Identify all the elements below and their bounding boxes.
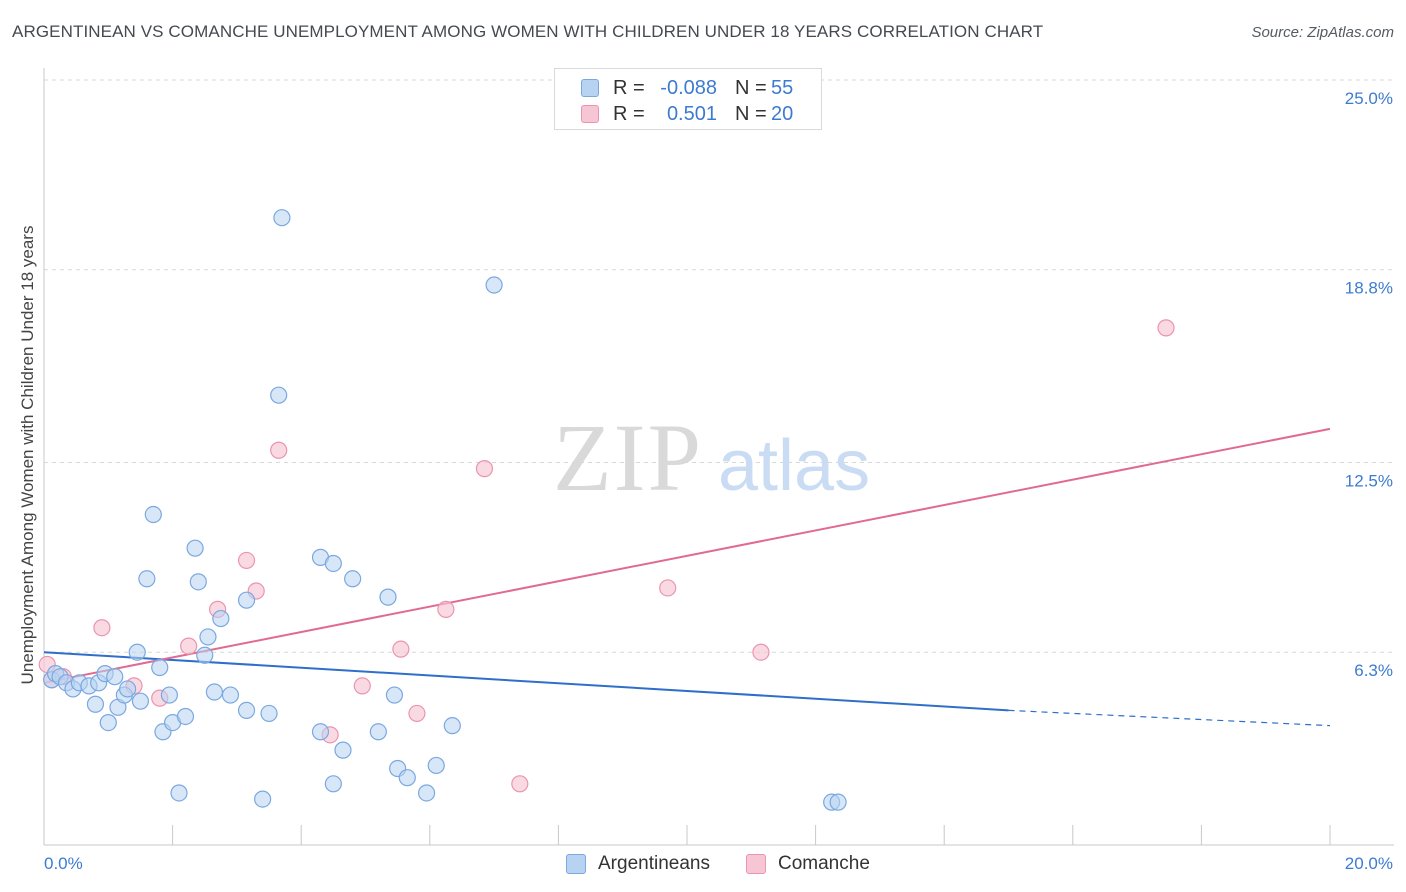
point-argentineans	[829, 793, 847, 811]
y-tick-label: 25.0%	[1345, 89, 1393, 108]
point-argentineans	[189, 573, 207, 591]
point-argentineans	[324, 554, 342, 573]
point-argentineans	[151, 658, 169, 677]
point-argentineans	[398, 769, 416, 787]
legend-swatch-comanche	[746, 854, 766, 874]
point-argentineans	[170, 784, 188, 802]
point-comanche	[93, 619, 111, 637]
stats-row-argentineans: R = -0.088 N = 55	[555, 75, 821, 101]
point-argentineans	[205, 683, 223, 701]
watermark-zip: ZIP	[553, 404, 703, 511]
point-argentineans	[131, 692, 150, 710]
point-argentineans	[221, 686, 240, 704]
r-value: 0.501	[666, 103, 717, 125]
point-argentineans	[144, 505, 162, 524]
point-argentineans	[270, 386, 288, 404]
watermark: ZIP atlas	[553, 404, 870, 511]
point-argentineans	[186, 539, 204, 557]
point-comanche	[752, 643, 770, 661]
y-tick-label: 18.8%	[1345, 279, 1393, 298]
stats-legend: R = -0.088 N = 55 R = 0.501 N = 20	[554, 68, 822, 130]
point-argentineans	[379, 588, 397, 606]
n-value: 20	[771, 103, 794, 125]
x-tick-label-min: 0.0%	[44, 854, 83, 873]
point-argentineans	[254, 790, 272, 808]
n-label: N =	[735, 103, 767, 125]
point-comanche	[511, 775, 529, 793]
legend-label-argentineans: Argentineans	[598, 853, 710, 874]
swatch-comanche	[581, 105, 599, 123]
point-argentineans	[212, 609, 230, 628]
point-argentineans	[106, 668, 124, 686]
r-label: R =	[613, 103, 645, 125]
point-argentineans	[427, 756, 445, 775]
point-argentineans	[385, 686, 404, 704]
point-comanche	[437, 600, 455, 618]
point-comanche	[659, 579, 677, 597]
swatch-argentineans	[581, 79, 599, 97]
point-comanche	[270, 441, 288, 459]
chart-title: ARGENTINEAN VS COMANCHE UNEMPLOYMENT AMO…	[12, 22, 1044, 41]
source-label: Source: ZipAtlas.com	[1251, 24, 1394, 41]
point-argentineans	[485, 276, 503, 294]
watermark-atlas: atlas	[718, 426, 870, 506]
r-value: -0.088	[660, 77, 717, 99]
point-argentineans	[311, 723, 330, 741]
axes	[43, 68, 1394, 846]
point-argentineans	[260, 704, 278, 723]
y-tick-label: 6.3%	[1354, 661, 1393, 680]
point-argentineans	[237, 701, 256, 719]
point-argentineans	[99, 713, 117, 732]
point-argentineans	[138, 570, 156, 588]
r-label: R =	[613, 77, 645, 99]
point-argentineans	[443, 717, 461, 735]
point-argentineans	[196, 646, 214, 664]
point-argentineans	[176, 707, 195, 726]
point-argentineans	[199, 628, 217, 646]
point-argentineans	[417, 784, 436, 802]
point-argentineans	[324, 775, 342, 793]
point-comanche	[475, 460, 494, 478]
point-argentineans	[118, 680, 137, 698]
point-argentineans	[344, 570, 362, 588]
point-argentineans	[334, 741, 352, 759]
trend-line-argentineans	[43, 651, 1009, 712]
series-legend: Argentineans Comanche	[0, 852, 1406, 878]
point-argentineans	[86, 695, 105, 713]
point-comanche	[353, 677, 371, 695]
y-axis-label: Unemployment Among Women with Children U…	[18, 225, 37, 685]
point-comanche	[392, 640, 410, 658]
trend-line-comanche	[43, 427, 1331, 684]
tick-labels: 6.3% 12.5% 18.8% 25.0% 0.0% 20.0%	[44, 89, 1393, 873]
point-comanche	[1157, 319, 1175, 337]
legend-label-comanche: Comanche	[778, 853, 870, 874]
n-label: N =	[735, 77, 767, 99]
point-argentineans	[160, 686, 178, 704]
point-argentineans	[237, 591, 256, 609]
point-comanche	[237, 551, 256, 570]
stats-row-comanche: R = 0.501 N = 20	[555, 101, 821, 127]
point-comanche	[180, 637, 198, 655]
y-tick-label: 12.5%	[1345, 472, 1393, 491]
point-argentineans	[273, 209, 291, 227]
trend-line-argentineans-extension	[1008, 709, 1331, 727]
point-argentineans	[128, 643, 146, 661]
x-tick-label-max: 20.0%	[1345, 854, 1393, 873]
data-points	[38, 209, 1175, 811]
legend-swatch-argentineans	[566, 854, 586, 874]
point-comanche	[408, 704, 426, 723]
n-value: 55	[771, 77, 794, 99]
point-argentineans	[369, 723, 387, 741]
